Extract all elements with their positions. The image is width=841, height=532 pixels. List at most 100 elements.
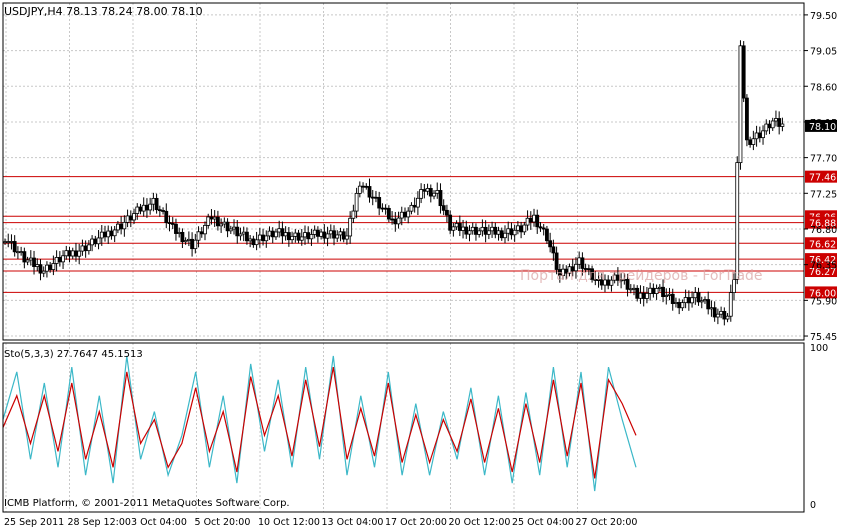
candle-body	[154, 197, 159, 211]
candle-body	[103, 231, 107, 238]
panel-frames	[2, 2, 805, 513]
candle-body	[441, 205, 446, 211]
candle-body	[199, 231, 204, 235]
candle-body	[535, 214, 540, 228]
candle-body	[270, 230, 275, 238]
candle-body	[57, 257, 62, 263]
candle-body	[451, 226, 456, 231]
candle-body	[380, 207, 385, 210]
candle-body	[396, 217, 401, 225]
chart-title: USDJPY,H4 78.13 78.24 78.00 78.10	[4, 5, 203, 18]
candle-body	[732, 279, 736, 293]
y-tick-label: 79.05	[810, 47, 837, 58]
candle-body	[554, 252, 559, 270]
candle-body	[80, 245, 85, 252]
candle-body	[422, 189, 427, 192]
candle-body	[615, 274, 620, 281]
candle-body	[167, 222, 172, 224]
candle-body	[132, 213, 136, 221]
candle-body	[509, 228, 514, 236]
candle-body	[470, 226, 475, 232]
candle-body	[25, 259, 30, 263]
candle-body	[119, 223, 124, 230]
candle-body	[512, 229, 517, 236]
candle-body	[70, 250, 75, 257]
candle-body	[274, 231, 278, 238]
y-tick-label: 78.60	[810, 82, 837, 93]
candle-body	[770, 120, 775, 129]
candle-body	[348, 217, 353, 237]
candle-body	[722, 310, 727, 320]
candle-body	[390, 218, 394, 221]
candle-body	[161, 210, 165, 212]
x-tick-label: 27 Oct 20:00	[576, 517, 638, 528]
candle-body	[519, 225, 524, 233]
candle-body	[357, 185, 362, 194]
candle-body	[222, 221, 227, 225]
candle-body	[180, 231, 185, 243]
candle-body	[580, 257, 585, 269]
candle-body	[425, 188, 430, 192]
candle-body	[296, 232, 301, 241]
level-label: 76.27	[809, 267, 836, 278]
candle-body	[174, 223, 178, 234]
candle-body	[232, 226, 236, 230]
stoch-tick-label: 0	[810, 500, 816, 511]
candle-body	[696, 292, 701, 303]
stoch-line-signal	[2, 366, 637, 479]
grid	[3, 3, 804, 512]
indicator-title: Sto(5,3,3) 27.7647 45.1513	[4, 349, 143, 360]
candle-body	[774, 118, 778, 122]
y-tick-label: 76.80	[810, 225, 837, 236]
candle-body	[106, 230, 111, 238]
candle-body	[528, 217, 533, 223]
level-label: 76.00	[809, 288, 836, 299]
candle-body	[238, 233, 243, 237]
axes: 25 Sep 2011 28 Sep 12:00 3 Oct 04:00 5 Oct …	[4, 11, 837, 528]
candle-body	[128, 215, 133, 221]
candle-body	[325, 233, 330, 239]
x-tick-label: 13 Oct 04:00	[322, 517, 384, 528]
x-tick-label: 10 Oct 12:00	[258, 517, 320, 528]
candle-body	[474, 226, 478, 235]
candle-body	[364, 185, 369, 188]
candle-body	[709, 307, 714, 310]
candle-body	[374, 196, 378, 199]
candle-body	[41, 270, 46, 274]
candle-body	[548, 240, 553, 248]
candle-body	[183, 240, 188, 243]
candle-body	[51, 263, 56, 270]
candle-body	[283, 232, 288, 237]
candle-body	[206, 216, 211, 226]
candle-body	[164, 210, 169, 223]
candle-body	[141, 204, 146, 212]
candle-body	[493, 226, 498, 235]
x-tick-label: 28 Sep 12:00	[68, 517, 131, 528]
candle-body	[486, 230, 491, 235]
candle-body	[625, 278, 630, 290]
candle-body	[9, 241, 14, 243]
candle-body	[354, 192, 359, 212]
candle-body	[412, 204, 417, 208]
candle-body	[170, 223, 175, 225]
level-label: 76.42	[809, 255, 836, 266]
candle-body	[203, 224, 207, 235]
candle-body	[83, 245, 88, 252]
candle-body	[780, 123, 785, 127]
candle-body	[748, 139, 753, 145]
candle-body	[86, 244, 91, 252]
candle-body	[241, 231, 246, 235]
candle-body	[648, 287, 653, 294]
stochastic-lines	[2, 355, 637, 492]
candle-body	[45, 264, 49, 272]
candle-body	[577, 257, 582, 265]
candle-body	[706, 299, 711, 310]
candle-body	[338, 231, 343, 236]
candle-body	[277, 228, 282, 233]
candle-body	[712, 307, 717, 318]
candle-body	[290, 235, 294, 241]
candle-body	[490, 226, 494, 232]
level-label: 77.46	[809, 173, 836, 184]
